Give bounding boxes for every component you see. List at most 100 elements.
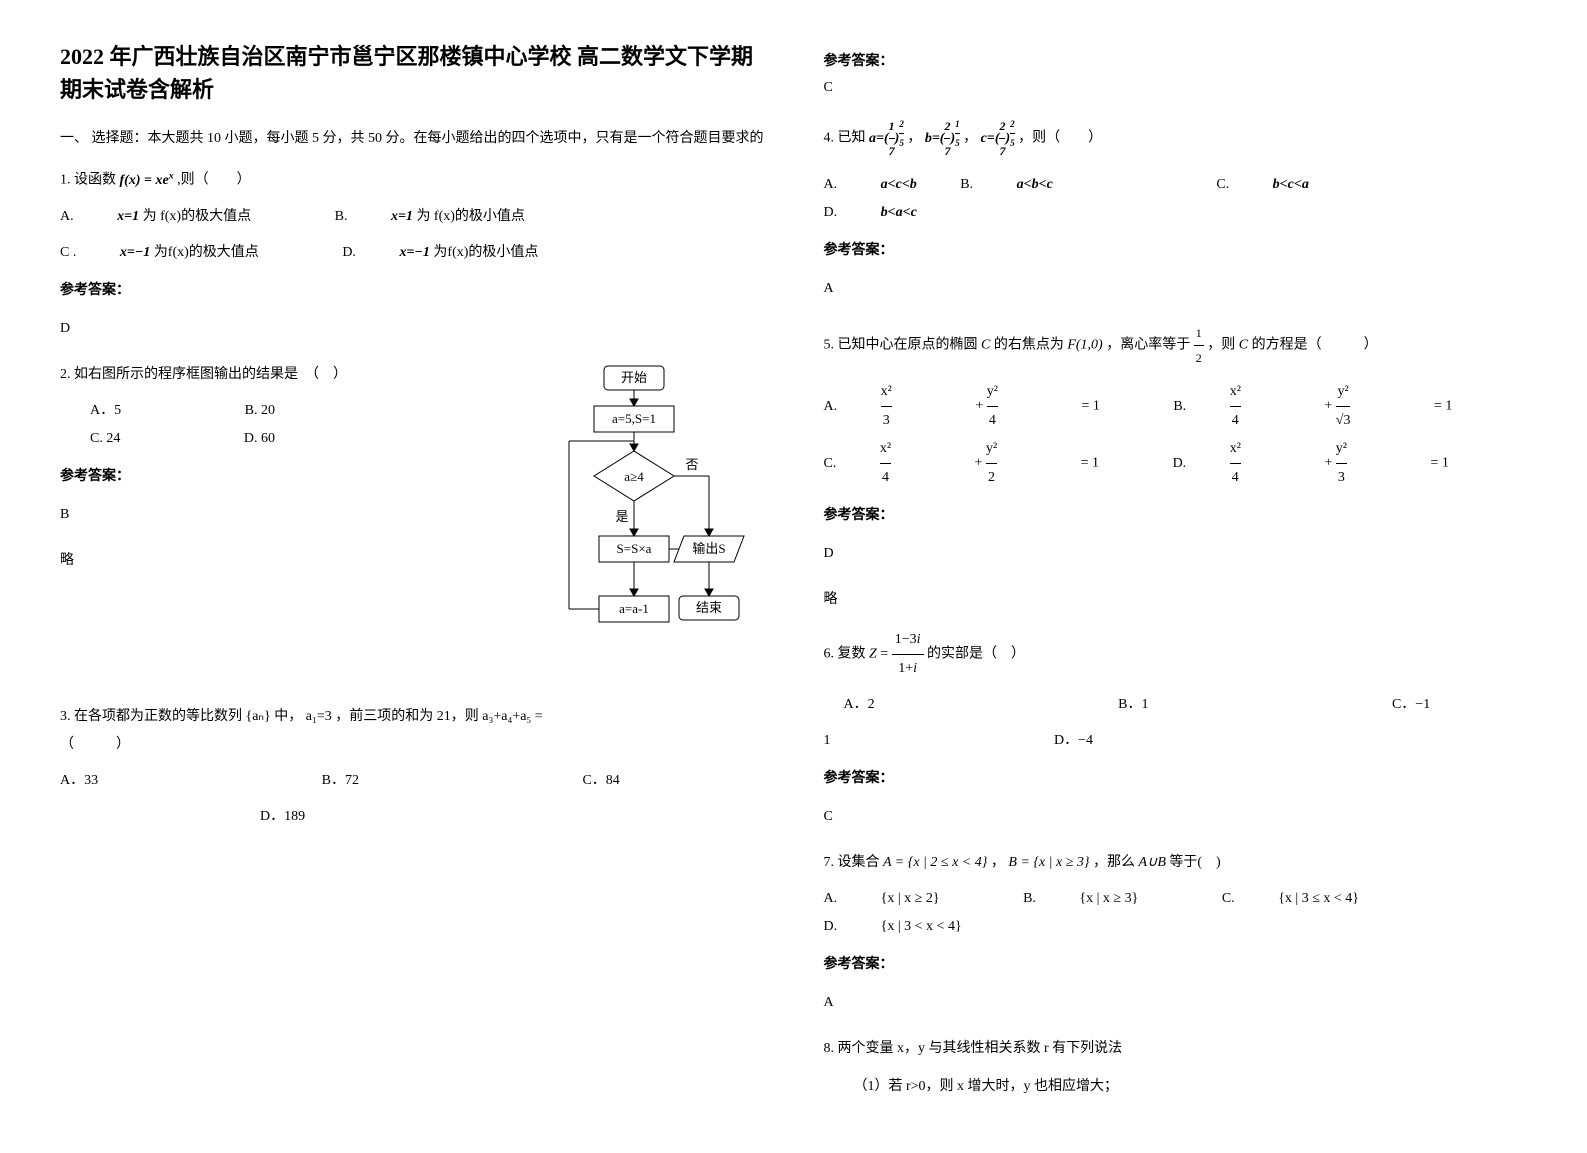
question-3: 3. 在各项都为正数的等比数列 {aₙ} 中， a₁=3 ，前三项的和为 21，… <box>60 703 764 831</box>
q5-labD: D. <box>1173 450 1187 478</box>
q5-labA: A. <box>824 393 838 421</box>
q1-optB-lab: B. <box>335 203 348 231</box>
flow-start: 开始 <box>620 370 646 385</box>
q7-labB: B. <box>1023 885 1036 913</box>
flow-step: S=S×a <box>616 541 651 556</box>
flow-no: 否 <box>685 457 698 472</box>
q5-F: F(1,0) <box>1067 338 1102 353</box>
q4-optC: b<c<a <box>1273 177 1309 192</box>
q6-optD: D．−4 <box>1054 727 1093 755</box>
q3-sum: a₃+a₄+a₅ = <box>482 709 542 724</box>
q4-labC: C. <box>1216 171 1229 199</box>
q4-ans-label: 参考答案： <box>824 237 1528 265</box>
q5-C: C <box>981 338 990 353</box>
q1-stem-c: ,则（ ） <box>177 173 251 188</box>
flow-dec: a=a-1 <box>619 601 649 616</box>
q5-ans: D <box>824 540 1528 568</box>
question-7: 7. 设集合 A = {x | 2 ≤ x < 4} ， B = {x | x … <box>824 849 1528 1017</box>
q1-optC-eq: x=−1 <box>120 245 150 260</box>
flow-cond: a≥4 <box>624 469 644 484</box>
question-6: 6. 复数 Z = 1−3i1+i 的实部是（ ） A．2 B．1 C．−1 1… <box>824 626 1528 831</box>
q7-sep: ， <box>991 855 1005 870</box>
q7-optA: {x | x ≥ 2} <box>881 885 940 913</box>
q3-optA: A．33 <box>60 767 98 795</box>
q7-ans: A <box>824 989 1528 1017</box>
q3-an: {aₙ} <box>246 709 271 724</box>
q3-optD: D．189 <box>260 803 305 831</box>
q5-stem-d: ，则 <box>1207 338 1235 353</box>
q6-ans: C <box>824 803 1528 831</box>
q1-optA-txt: 为 f(x)的极大值点 <box>143 203 252 231</box>
q1-func: f(x) = xex <box>120 173 174 188</box>
q7-labD: D. <box>824 913 838 941</box>
q3-stem-a: 3. 在各项都为正数的等比数列 <box>60 709 242 724</box>
q7-optD: {x | 3 < x < 4} <box>881 913 962 941</box>
q3-optB: B．72 <box>322 767 359 795</box>
question-8: 8. 两个变量 x，y 与其线性相关系数 r 有下列说法 （1）若 r>0，则 … <box>824 1035 1528 1101</box>
q7-AUB: A∪B <box>1139 855 1166 870</box>
q5-labB: B. <box>1173 393 1186 421</box>
q6-stem-b: 的实部是（ ） <box>927 647 1025 662</box>
q1-optD-txt: 为f(x)的极小值点 <box>433 239 538 267</box>
q3-paren: （ ） <box>60 731 764 759</box>
q7-labC: C. <box>1222 885 1235 913</box>
q7-stem-b: ，那么 <box>1093 855 1135 870</box>
q1-optA-lab: A. <box>60 203 74 231</box>
q5-C2: C <box>1239 338 1248 353</box>
q6-optA: A．2 <box>844 691 875 719</box>
q7-optB: {x | x ≥ 3} <box>1079 885 1138 913</box>
q4-optD: b<a<c <box>881 205 917 220</box>
q6-optC: C．−1 <box>1392 691 1430 719</box>
q3-ans-label: 参考答案： <box>824 50 1528 70</box>
q4-labA: A. <box>824 171 838 199</box>
q1-optB-eq: x=1 <box>391 209 413 224</box>
q3-optC: C．84 <box>582 767 619 795</box>
q1-optB-txt: 为 f(x)的极小值点 <box>416 203 525 231</box>
q5-stem-b: 的右焦点为 <box>994 338 1064 353</box>
question-5: 5. 已知中心在原点的椭圆 C 的右焦点为 F(1,0) ，离心率等于 12 ，… <box>824 321 1528 614</box>
q7-labA: A. <box>824 885 838 913</box>
q1-optC-txt: 为f(x)的极大值点 <box>154 239 259 267</box>
q3-stem-e: ，前三项的和为 21，则 <box>335 709 479 724</box>
q5-stem-a: 5. 已知中心在原点的椭圆 <box>824 338 978 353</box>
q8-stem: 8. 两个变量 x，y 与其线性相关系数 r 有下列说法 <box>824 1035 1528 1063</box>
q2-optC: C. 24 <box>90 425 120 453</box>
flow-yes: 是 <box>615 509 628 524</box>
q2-optD: D. 60 <box>244 425 275 453</box>
q5-stem-c: ，离心率等于 <box>1106 338 1194 353</box>
q4-labD: D. <box>824 199 838 227</box>
flowchart: 开始 a=5,S=1 a≥4 否 <box>544 361 764 681</box>
q4-sep1: ， <box>907 131 921 146</box>
q7-stem-a: 7. 设集合 <box>824 855 880 870</box>
q4-tail: ，则（ ） <box>1018 131 1102 146</box>
left-column: 2022 年广西壮族自治区南宁市邕宁区那楼镇中心学校 高二数学文下学期期末试卷含… <box>60 40 764 1113</box>
section-1-header: 一、 选择题：本大题共 10 小题，每小题 5 分，共 50 分。在每小题给出的… <box>60 126 764 151</box>
flow-out: 输出S <box>692 541 725 556</box>
q6-ans-label: 参考答案： <box>824 765 1528 793</box>
q1-stem-a: 1. 设函数 <box>60 173 116 188</box>
question-4: 4. 已知 a=(17)25 ， b=(27)15 ， c=(27)25 ，则（… <box>824 114 1528 303</box>
q1-ans-label: 参考答案： <box>60 277 764 305</box>
q3-stem-c: 中， <box>274 709 302 724</box>
q4-optB: a<b<c <box>1017 177 1053 192</box>
exam-title: 2022 年广西壮族自治区南宁市邕宁区那楼镇中心学校 高二数学文下学期期末试卷含… <box>60 40 764 106</box>
q4-stem-a: 4. 已知 <box>824 131 866 146</box>
q5-labC: C. <box>824 450 837 478</box>
q7-stem-c: 等于( ) <box>1169 855 1220 870</box>
q7-A: A = {x | 2 ≤ x < 4} <box>883 855 987 870</box>
q7-B: B = {x | x ≥ 3} <box>1008 855 1089 870</box>
q5-stem-e: 的方程是（ ） <box>1252 338 1378 353</box>
q1-optC-lab: C . <box>60 239 76 267</box>
q4-ans: A <box>824 275 1528 303</box>
question-1: 1. 设函数 f(x) = xex ,则（ ） A. x=1 为 f(x)的极大… <box>60 166 764 343</box>
q2-optB: B. 20 <box>245 397 275 425</box>
q5-note: 略 <box>824 586 1528 614</box>
q1-optA-eq: x=1 <box>117 209 139 224</box>
q7-ans-label: 参考答案： <box>824 951 1528 979</box>
q1-optD-eq: x=−1 <box>399 245 429 260</box>
q1-optD-lab: D. <box>342 239 356 267</box>
q4-optA: a<c<b <box>881 177 917 192</box>
q7-optC: {x | 3 ≤ x < 4} <box>1278 885 1359 913</box>
q3-ans: C <box>824 80 1528 96</box>
q6-optB: B．1 <box>1118 691 1148 719</box>
